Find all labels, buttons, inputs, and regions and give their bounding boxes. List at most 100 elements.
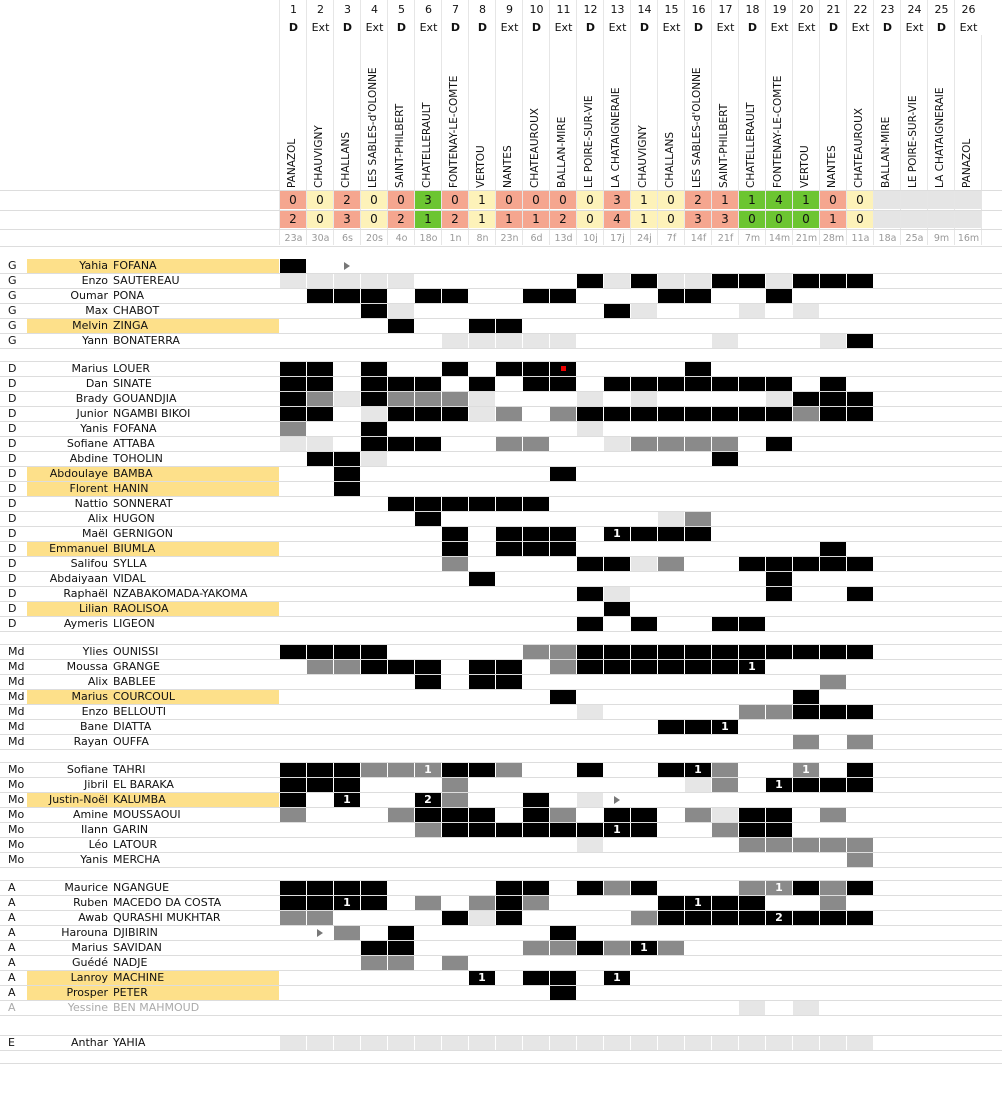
match-cell [604,407,630,421]
match-cell [658,763,684,777]
header-separator [765,0,766,245]
match-cell [361,377,387,391]
match-number: 9 [506,3,513,16]
match-cell [658,274,684,288]
match-number: 17 [718,3,733,16]
player-last-name: DJIBIRIN [113,926,158,939]
player-position: A [8,971,16,984]
match-cell: 1 [469,971,495,985]
score-cell: 1 [631,191,657,209]
row-line [0,303,1002,304]
opponent-name: VERTOU [475,145,487,188]
match-cell [712,911,738,925]
match-cell [334,289,360,303]
row-line [0,1035,1002,1036]
header-separator [468,0,469,245]
player-last-name: LOUER [113,362,151,375]
match-venue: Ext [959,21,978,34]
row-line [0,421,1002,422]
match-number: 8 [479,3,486,16]
match-venue: D [342,21,353,34]
header-separator [576,0,577,245]
match-cell [388,956,414,970]
header-separator [846,0,847,245]
match-cell [658,941,684,955]
player-position: A [8,896,16,909]
player-first-name: Abdoulaye [49,467,108,480]
match-cell [658,377,684,391]
row-line [0,246,1002,247]
match-venue: Ext [716,21,735,34]
highlight [27,542,279,556]
player-first-name: Marius [71,362,108,375]
match-cell [469,911,495,925]
match-cell [334,660,360,674]
score-cell: 0 [577,210,603,228]
match-cell [820,645,846,659]
match-cell [793,735,819,749]
score-cell: 0 [280,191,306,209]
player-first-name: Ruben [73,896,108,909]
player-first-name: Moussa [66,660,108,673]
match-cell [820,377,846,391]
match-cell [415,660,441,674]
cell-label: 1 [478,971,486,984]
player-last-name: BAMBA [113,467,153,480]
match-cell [280,259,306,273]
match-cell [442,823,468,837]
match-cell [550,941,576,955]
score-cell [955,210,981,228]
match-cell [847,334,873,348]
player-last-name: YAHIA [113,1036,146,1049]
match-cell [766,1036,792,1050]
player-last-name: LIGEON [113,617,155,630]
score-cell: 1 [739,191,765,209]
match-cell [847,778,873,792]
player-position: G [8,319,17,332]
match-cell [334,763,360,777]
match-cell [577,557,603,571]
player-position: A [8,881,16,894]
match-cell [712,1036,738,1050]
match-cell [766,377,792,391]
match-number: 4 [371,3,378,16]
row-line [0,807,1002,808]
row-line [0,436,1002,437]
match-cell [388,926,414,940]
row-line [0,481,1002,482]
match-cell [658,407,684,421]
match-cell [334,1036,360,1050]
match-cell: 1 [604,823,630,837]
player-last-name: VIDAL [113,572,146,585]
player-first-name: Nattio [74,497,108,510]
match-number: 3 [344,3,351,16]
player-first-name: Bane [79,720,108,733]
match-cell [280,362,306,376]
header-separator [333,0,334,245]
match-cell [793,881,819,895]
player-first-name: Yanis [80,853,108,866]
match-cell [307,289,333,303]
match-cell [334,482,360,496]
match-cell [658,911,684,925]
match-cell [658,645,684,659]
match-cell [685,527,711,541]
player-first-name: Yessine [67,1001,108,1014]
match-venue: Ext [554,21,573,34]
player-position: G [8,259,17,272]
row-line [0,273,1002,274]
match-cell [307,377,333,391]
player-position: A [8,956,16,969]
row-line [0,674,1002,675]
row-line [0,777,1002,778]
match-cell [766,392,792,406]
match-cell [307,645,333,659]
match-cell [793,838,819,852]
player-position: D [8,452,17,465]
match-cell [496,881,522,895]
match-cell [307,881,333,895]
match-cell [469,763,495,777]
match-cell [361,362,387,376]
match-cell [415,1036,441,1050]
match-cell [361,645,387,659]
